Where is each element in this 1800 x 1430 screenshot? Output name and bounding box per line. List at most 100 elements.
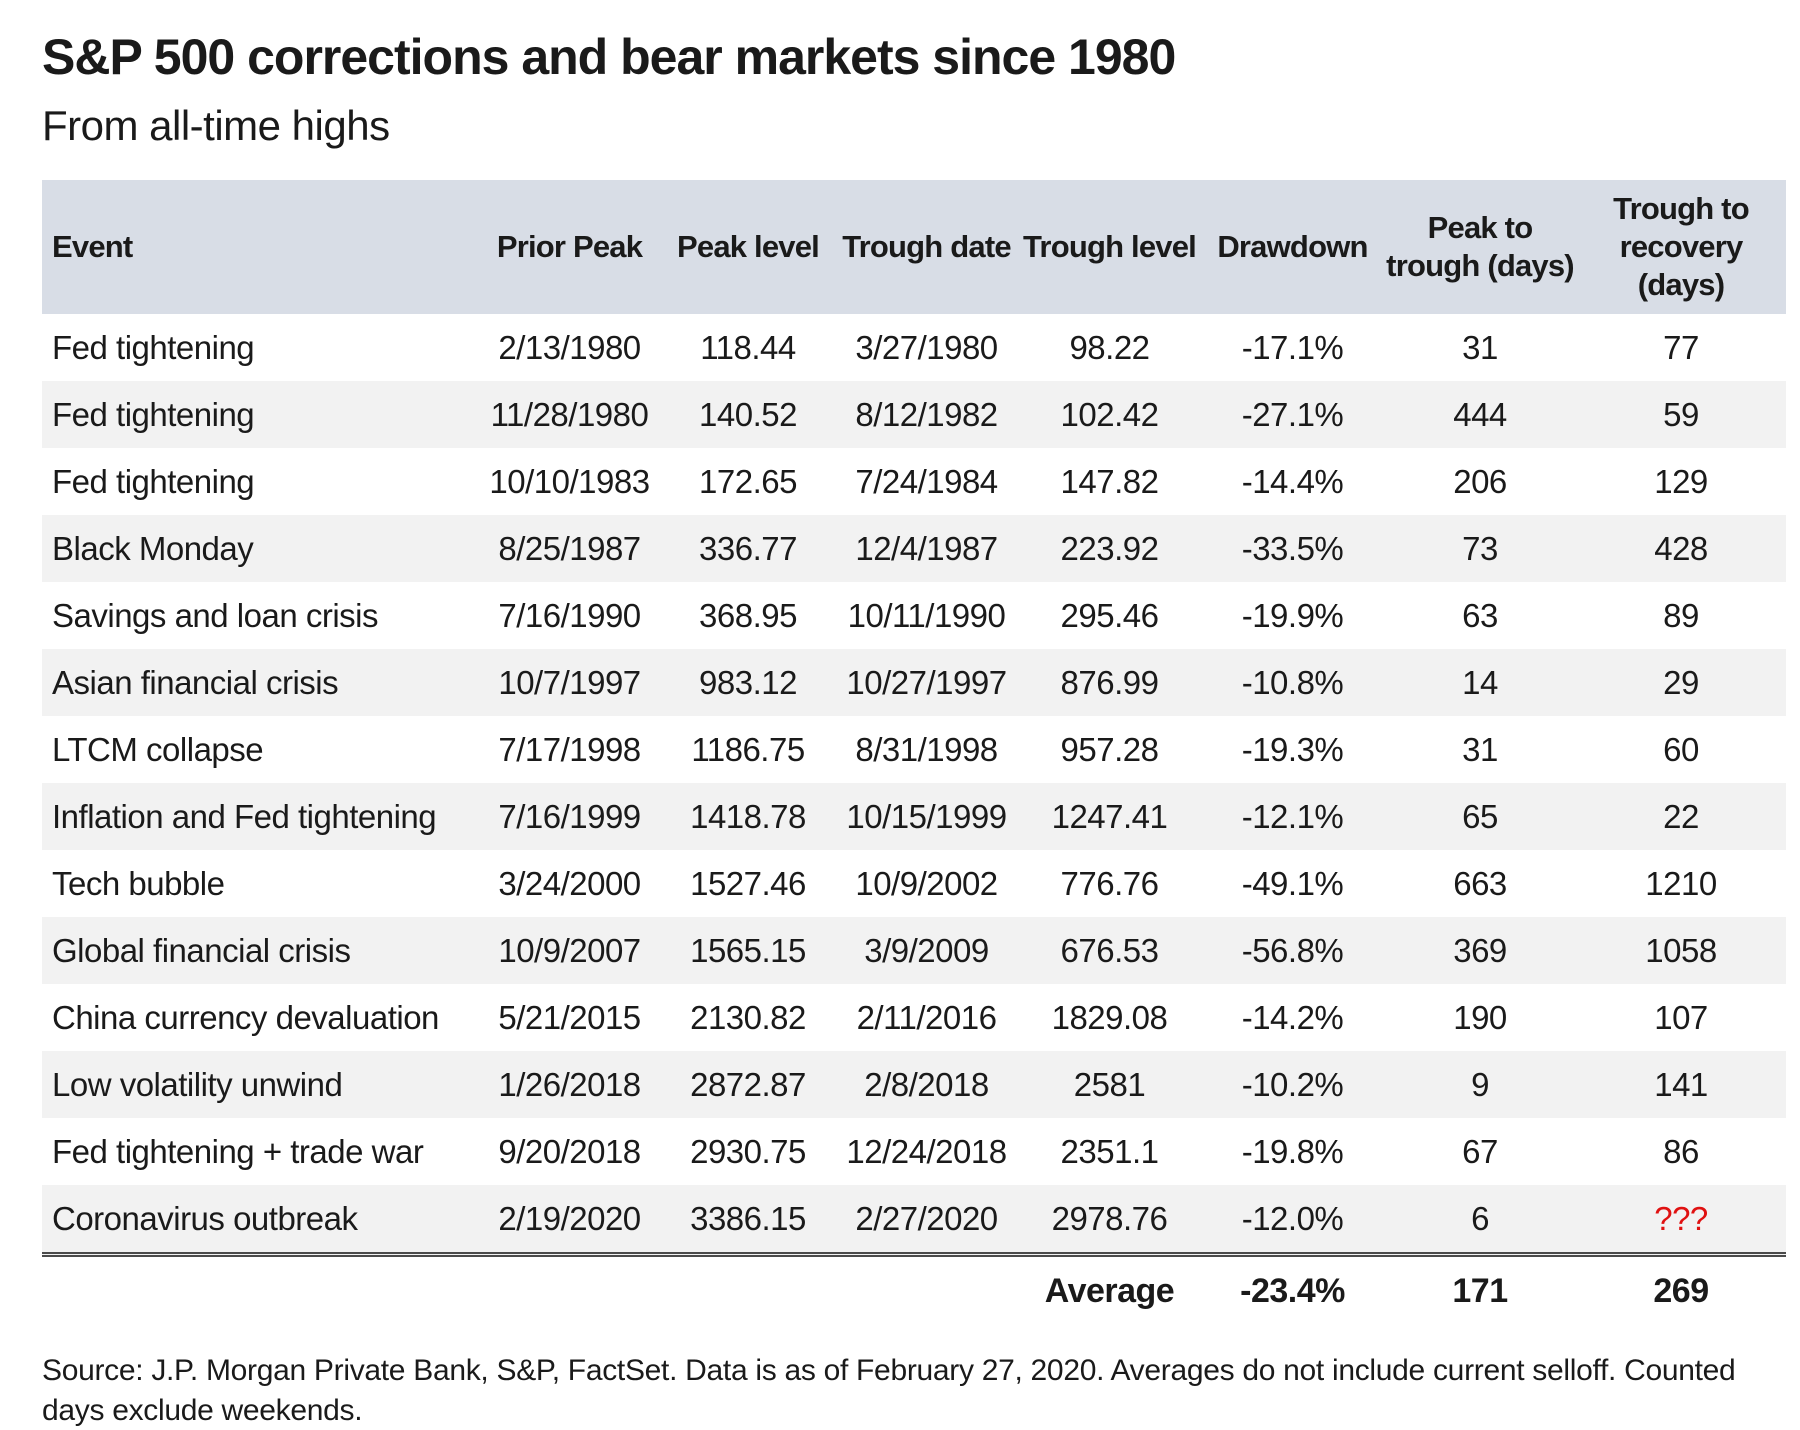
table-row: Low volatility unwind 1/26/2018 2872.87 2/8… (42, 1051, 1786, 1118)
value-cell: 1418.78 (690, 797, 806, 835)
value-cell: 7/16/1990 (498, 596, 641, 634)
value-cell: -10.8% (1241, 663, 1344, 701)
average-row: Average -23.4% 171 269 (42, 1252, 1786, 1325)
event-cell: LTCM collapse (52, 730, 264, 768)
column-header-4: Trough date (835, 180, 1018, 314)
average-value: 171 (1384, 1252, 1576, 1325)
table-header: Event Prior Peak Peak level Trough date Trou… (42, 180, 1786, 314)
value-cell: 12/4/1987 (855, 529, 998, 567)
value-cell: 2/27/2020 (855, 1199, 998, 1237)
value-cell: 2872.87 (690, 1065, 806, 1103)
value-cell: 102.42 (1060, 395, 1159, 433)
value-cell: 7/16/1999 (498, 797, 641, 835)
value-cell: 147.82 (1060, 462, 1159, 500)
table-row: Fed tightening 2/13/1980 118.44 3/27/1980 98… (42, 314, 1786, 381)
column-header-6: Drawdown (1201, 180, 1384, 314)
value-cell: 663 (1453, 864, 1507, 902)
event-cell: Global financial crisis (52, 931, 351, 969)
table-row: Black Monday 8/25/1987 336.77 12/4/1987 223.… (42, 515, 1786, 582)
value-cell: -14.2% (1241, 998, 1344, 1036)
event-cell: Coronavirus outbreak (52, 1199, 358, 1237)
value-cell: 1210 (1645, 864, 1717, 902)
value-cell: 2/19/2020 (498, 1199, 641, 1237)
column-header-2: Prior Peak (478, 180, 661, 314)
event-cell: Asian financial crisis (52, 663, 339, 701)
event-cell: Inflation and Fed tightening (52, 797, 437, 835)
table-row: Coronavirus outbreak 2/19/2020 3386.15 2/27… (42, 1185, 1786, 1255)
average-value: 269 (1576, 1252, 1786, 1325)
value-cell: 223.92 (1060, 529, 1159, 567)
value-cell: -10.2% (1241, 1065, 1344, 1103)
value-cell: 8/25/1987 (498, 529, 641, 567)
value-cell: 9 (1471, 1065, 1489, 1103)
value-cell: 1829.08 (1051, 998, 1168, 1036)
value-cell: 2930.75 (690, 1132, 806, 1170)
value-cell: -19.8% (1241, 1132, 1344, 1170)
page-subtitle: From all-time highs (42, 102, 390, 149)
table-row: Global financial crisis 10/9/2007 1565.15 3… (42, 917, 1786, 984)
event-cell: Fed tightening (52, 462, 255, 500)
average-empty-cell (835, 1252, 1018, 1325)
value-cell: 67 (1462, 1132, 1498, 1170)
value-cell: 6 (1471, 1199, 1489, 1237)
column-header-5: Trough level (1018, 180, 1201, 314)
pending-recovery-value: ??? (1654, 1199, 1708, 1237)
value-cell: 369 (1453, 931, 1507, 969)
table-row: Inflation and Fed tightening 7/16/1999 141… (42, 783, 1786, 850)
table-footer: Average -23.4% 171 269 (42, 1252, 1786, 1325)
value-cell: 3/27/1980 (855, 328, 998, 366)
table-row: LTCM collapse 7/17/1998 1186.75 8/31/1998 95… (42, 716, 1786, 783)
value-cell: 10/15/1999 (846, 797, 1007, 835)
event-cell: Black Monday (52, 529, 254, 567)
table-row: Savings and loan crisis 7/16/1990 368.95 10… (42, 582, 1786, 649)
value-cell: 2/11/2016 (856, 998, 997, 1036)
value-cell: 190 (1453, 998, 1507, 1036)
average-empty-cell (42, 1252, 478, 1325)
value-cell: 29 (1663, 663, 1699, 701)
value-cell: -33.5% (1241, 529, 1344, 567)
table-row: China currency devaluation 5/21/2015 2130.… (42, 984, 1786, 1051)
value-cell: 444 (1453, 395, 1507, 433)
value-cell: 776.76 (1060, 864, 1159, 902)
value-cell: 7/17/1998 (498, 730, 641, 768)
value-cell: 10/11/1990 (847, 596, 1006, 634)
table-row: Fed tightening 11/28/1980 140.52 8/12/1982 1… (42, 381, 1786, 448)
value-cell: 89 (1663, 596, 1699, 634)
value-cell: 141 (1654, 1065, 1708, 1103)
source-note: Source: J.P. Morgan Private Bank, S&P, F… (42, 1354, 1736, 1427)
value-cell: 1247.41 (1051, 797, 1168, 835)
value-cell: 3/9/2009 (864, 931, 989, 969)
value-cell: 2581 (1073, 1065, 1146, 1103)
header-row: Event Prior Peak Peak level Trough date Trou… (42, 180, 1786, 314)
value-cell: 206 (1453, 462, 1507, 500)
value-cell: 8/31/1998 (855, 730, 998, 768)
value-cell: 172.65 (699, 462, 797, 500)
value-cell: 63 (1462, 596, 1498, 634)
value-cell: 3386.15 (690, 1199, 806, 1237)
value-cell: 98.22 (1069, 328, 1150, 366)
table-row: Tech bubble 3/24/2000 1527.46 10/9/2002 776.… (42, 850, 1786, 917)
value-cell: 73 (1462, 529, 1498, 567)
event-cell: Savings and loan crisis (52, 596, 379, 634)
value-cell: 11/28/1980 (490, 395, 649, 433)
value-cell: 336.77 (699, 529, 797, 567)
value-cell: 9/20/2018 (498, 1132, 641, 1170)
value-cell: 10/9/2007 (498, 931, 641, 969)
value-cell: -19.9% (1241, 596, 1344, 634)
value-cell: 8/12/1982 (855, 395, 998, 433)
value-cell: 107 (1654, 998, 1708, 1036)
value-cell: 3/24/2000 (498, 864, 641, 902)
column-header-7: Peak to trough (days) (1384, 180, 1576, 314)
value-cell: 876.99 (1060, 663, 1159, 701)
value-cell: 10/10/1983 (489, 462, 650, 500)
value-cell: 60 (1663, 730, 1699, 768)
value-cell: 1186.75 (691, 730, 805, 768)
value-cell: 12/24/2018 (846, 1132, 1007, 1170)
column-header-1: Event (42, 180, 478, 314)
value-cell: 5/21/2015 (498, 998, 641, 1036)
value-cell: 59 (1663, 395, 1699, 433)
value-cell: -14.4% (1241, 462, 1344, 500)
value-cell: 140.52 (699, 395, 797, 433)
event-cell: Fed tightening + trade war (52, 1132, 424, 1170)
